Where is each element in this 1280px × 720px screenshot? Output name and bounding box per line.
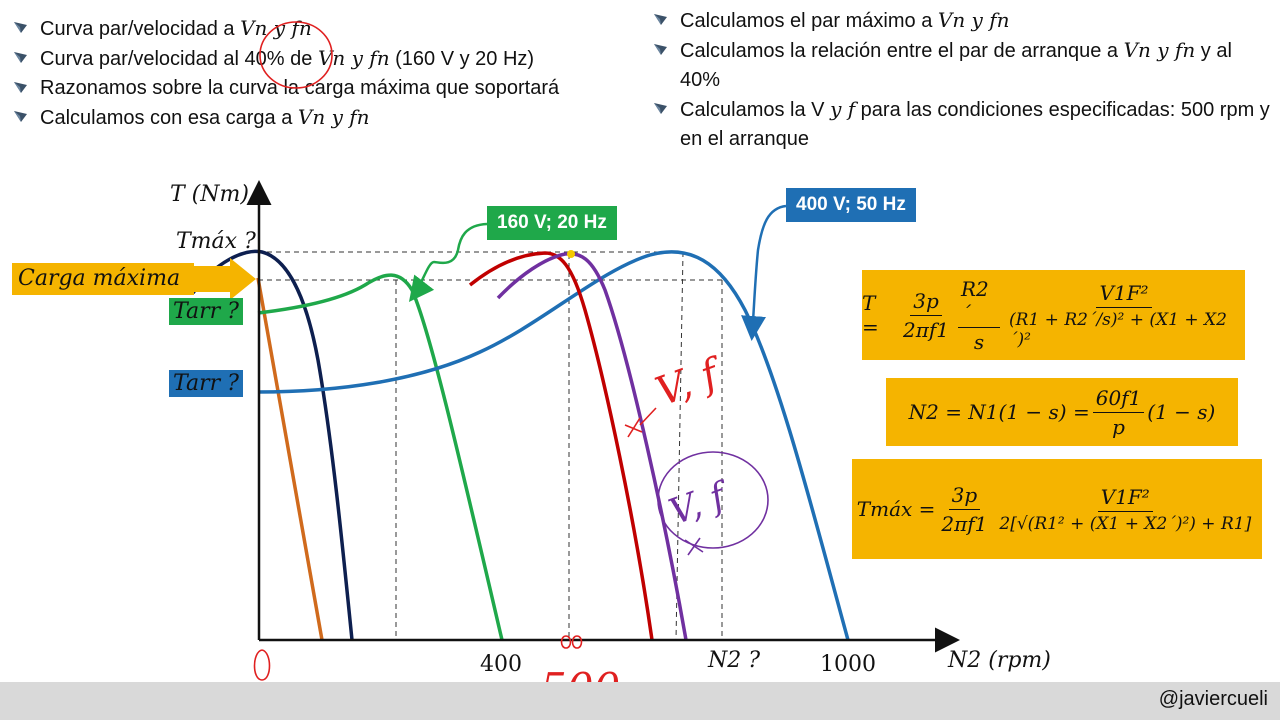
bullet-icon xyxy=(654,103,667,114)
formula-denominator: 2[√(R1² + (X1 + X2´)²) + R1] xyxy=(999,513,1252,534)
formula-fraction: 3p 2πf1 xyxy=(900,289,952,342)
formula-numerator: V1F² xyxy=(1096,281,1152,308)
red-00-mark xyxy=(560,635,583,649)
red-vf-label: V, f xyxy=(650,349,730,416)
tag-400-connector xyxy=(741,204,787,341)
speed-formula: N2 = N1(1 − s) = 60f1 p (1 − s) xyxy=(886,378,1238,446)
purple-circle xyxy=(657,451,769,549)
carga-arrow-head xyxy=(194,258,256,300)
curve-purple xyxy=(496,251,688,641)
bullet-math: Vn y fn xyxy=(297,105,370,129)
bullet-item: Calculamos con esa carga a Vn y fn xyxy=(10,103,630,133)
torque-formula: T = 3p 2πf1 R2´ s V1F² (R1 + R2´/s)² + (X1 … xyxy=(862,270,1245,360)
bullet-text: Calculamos la V xyxy=(680,99,831,121)
bullet-text-post: y al 40% xyxy=(680,40,1232,91)
guide-lines xyxy=(258,251,723,641)
formula-denominator: 2πf1 xyxy=(941,511,988,536)
bullet-text-post: para las condiciones especificadas: 500 … xyxy=(680,99,1270,150)
curve-nominal xyxy=(257,250,850,641)
tarr-green-label: Tarr ? xyxy=(169,298,243,325)
formula-rhs: (1 − s) xyxy=(1147,400,1216,424)
formula-fraction: V1F² (R1 + R2´/s)² + (X1 + X2´)² xyxy=(1006,281,1242,350)
x-tick-n2: N2 ? xyxy=(708,648,761,673)
tag-400v-50hz: 400 V; 50 Hz xyxy=(786,188,916,222)
formula-denominator: p xyxy=(1112,414,1125,439)
formula-fraction: 60f1 p xyxy=(1092,386,1145,439)
formula-lhs: Tmáx = xyxy=(856,497,936,521)
bullet-text-post: (160 V y 20 Hz) xyxy=(389,48,535,70)
curve-dark-blue xyxy=(191,249,354,641)
tmax-label: Tmáx ? xyxy=(176,229,256,254)
footer-bar: @javiercueli xyxy=(0,682,1280,720)
bullet-icon xyxy=(14,52,27,63)
red-circle-40 xyxy=(259,21,333,89)
formula-numerator: R2´ xyxy=(958,277,1001,328)
bullet-text: Calculamos con esa carga a xyxy=(40,107,298,129)
curve-red xyxy=(468,251,654,641)
bullet-item: Calculamos el par máximo a Vn y fn xyxy=(650,6,1270,36)
bullet-icon xyxy=(14,111,27,122)
bullet-item: Calculamos la V y f para las condiciones… xyxy=(650,95,1270,154)
bullet-icon xyxy=(654,14,667,25)
bullet-text: Curva par/velocidad al 40% de xyxy=(40,48,318,70)
bullet-text: Calculamos la relación entre el par de a… xyxy=(680,40,1124,62)
tarr-blue-label: Tarr ? xyxy=(169,370,243,397)
purple-x-mark xyxy=(684,537,704,556)
carga-maxima-label: Carga máxima xyxy=(12,263,194,295)
author-handle: @javiercueli xyxy=(1158,688,1268,710)
bullet-item: Calculamos la relación entre el par de a… xyxy=(650,36,1270,95)
purple-annotations: V, f xyxy=(657,451,769,556)
formula-numerator: 3p xyxy=(948,483,981,510)
operating-point xyxy=(567,250,575,258)
red-x-mark xyxy=(624,407,657,438)
formula-numerator: 60f1 xyxy=(1092,386,1145,413)
red-annotations: V, f 500 xyxy=(253,21,730,713)
formula-denominator: s xyxy=(973,329,985,354)
formula-lhs: N2 = N1(1 − s) = xyxy=(908,400,1090,424)
formula-fraction: R2´ s xyxy=(958,277,1001,354)
bullet-text: Curva par/velocidad a xyxy=(40,18,241,40)
tag-160v-20hz: 160 V; 20 Hz xyxy=(487,206,617,240)
bullet-text: Calculamos el par máximo a xyxy=(680,10,938,32)
guide-tmax-speed xyxy=(675,251,684,641)
bullet-math: Vn y fn xyxy=(1123,38,1196,62)
right-bullet-list: Calculamos el par máximo a Vn y fn Calcu… xyxy=(650,6,1270,154)
formula-denominator: 2πf1 xyxy=(903,317,949,342)
purple-vf-label: V, f xyxy=(664,474,736,534)
bullet-icon xyxy=(14,22,27,33)
formula-denominator: (R1 + R2´/s)² + (X1 + X2´)² xyxy=(1009,309,1227,350)
curve-40pct xyxy=(257,273,504,641)
formula-numerator: 3p xyxy=(910,289,942,316)
x-axis-label: N2 (rpm) xyxy=(948,648,1051,673)
curve-orange xyxy=(256,277,324,641)
formula-lhs: T = xyxy=(862,291,879,339)
red-zero-mark xyxy=(253,649,271,681)
bullet-math: y f xyxy=(830,97,856,121)
formula-fraction: V1F² 2[√(R1² + (X1 + X2´)²) + R1] xyxy=(996,485,1254,534)
x-tick-1000: 1000 xyxy=(820,652,876,677)
tmax-formula: Tmáx = 3p 2πf1 V1F² 2[√(R1² + (X1 + X2´)²)… xyxy=(852,459,1262,559)
tag-160-connector xyxy=(408,222,488,302)
bullet-icon xyxy=(654,44,667,55)
formula-fraction: 3p 2πf1 xyxy=(938,483,990,536)
bullet-icon xyxy=(14,82,27,93)
y-axis-label: T (Nm) xyxy=(170,182,249,207)
formula-numerator: V1F² xyxy=(1097,485,1153,512)
x-tick-400: 400 xyxy=(480,652,522,677)
bullet-math: Vn y fn xyxy=(937,8,1010,32)
